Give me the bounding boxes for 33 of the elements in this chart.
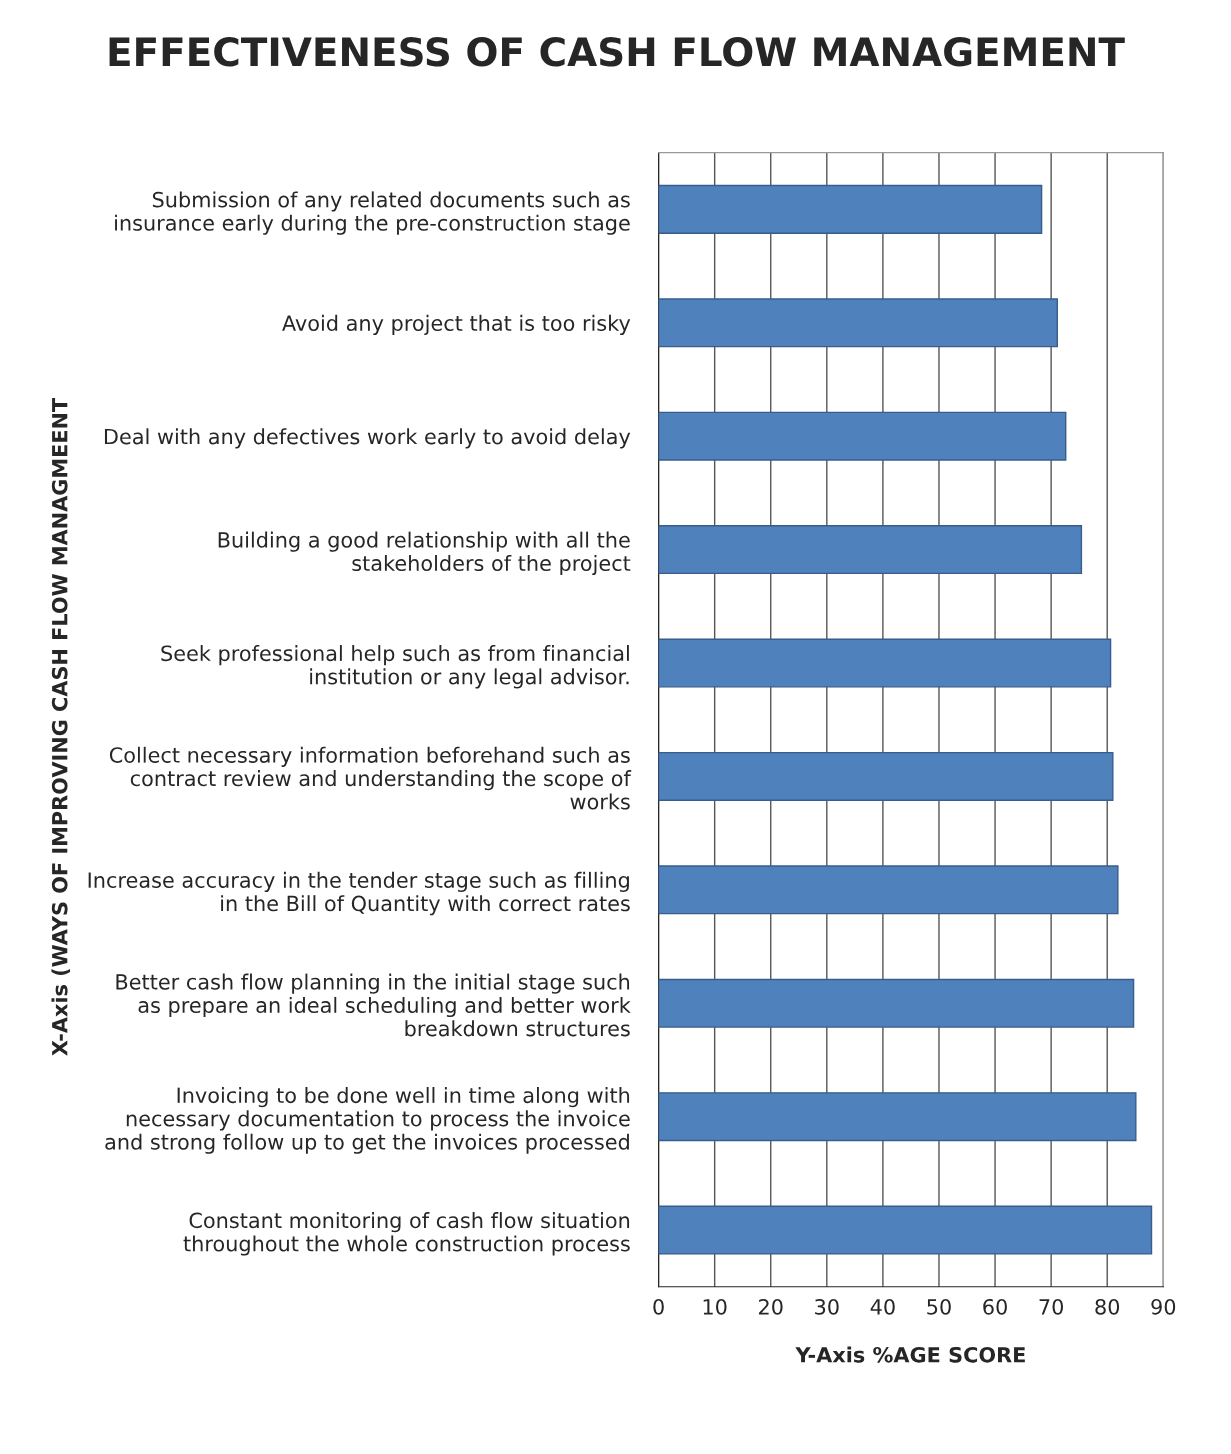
bar	[658, 411, 1067, 461]
y-tick-label: Building a good relationship with all the stakeholders of the project	[218, 531, 631, 576]
y-tick-label: Constant monitoring of cash flow situation throughout the whole construction process	[183, 1212, 630, 1256]
x-tick-label: 80	[1095, 1298, 1120, 1315]
y-tick-label: Seek professional help such as from financial institution or any legal advisor.	[161, 645, 629, 689]
y-tick-label: Collect necessary information beforehand such as contract review and understanding the scope of works	[109, 746, 632, 810]
bar	[658, 298, 1059, 348]
x-tick-label: 40	[870, 1298, 895, 1315]
y-axis-title: X-Axis (WAYS OF IMPROVING CASH FLOW MANAGMEENT	[51, 397, 71, 1056]
x-tick-label: 0	[653, 1298, 664, 1315]
y-tick-label: Invoicing to be done well in time along with necessary documentation to process the invoice and strong follow up to get the invoices processed	[105, 1087, 630, 1154]
x-axis-title: Y-Axis %AGE SCORE	[795, 1346, 1025, 1363]
x-tick-label: 20	[759, 1298, 783, 1315]
chart-title: EFFECTIVENESS OF CASH FLOW MANAGEMENT	[109, 37, 1125, 67]
y-tick-label: Deal with any defectives work early to avoid delay	[104, 428, 631, 449]
bar	[658, 525, 1083, 575]
x-tick-label: 70	[1039, 1298, 1064, 1315]
y-tick-label: Better cash flow planning in the initial stage such as prepare an ideal scheduling and better work breakdown structures	[116, 973, 631, 1037]
y-tick-label: Submission of any related documents such as insurance early during the pre-construction stage	[115, 191, 630, 235]
bar	[658, 638, 1112, 688]
y-tick-label: Increase accuracy in the tender stage such as filling in the Bill of Quantity with correct rates	[88, 871, 630, 916]
x-tick-label: 90	[1151, 1298, 1176, 1315]
x-tick-label: 10	[703, 1298, 727, 1315]
y-tick-label: Avoid any project that is too risky	[282, 314, 631, 336]
bar	[658, 1205, 1153, 1255]
x-tick-label: 60	[983, 1298, 1007, 1315]
x-tick-label: 50	[927, 1298, 951, 1315]
bar	[658, 978, 1135, 1028]
bar	[658, 1092, 1137, 1142]
x-tick-label: 30	[815, 1298, 839, 1315]
bar	[658, 751, 1114, 801]
bar	[658, 865, 1119, 915]
bar	[658, 184, 1043, 234]
